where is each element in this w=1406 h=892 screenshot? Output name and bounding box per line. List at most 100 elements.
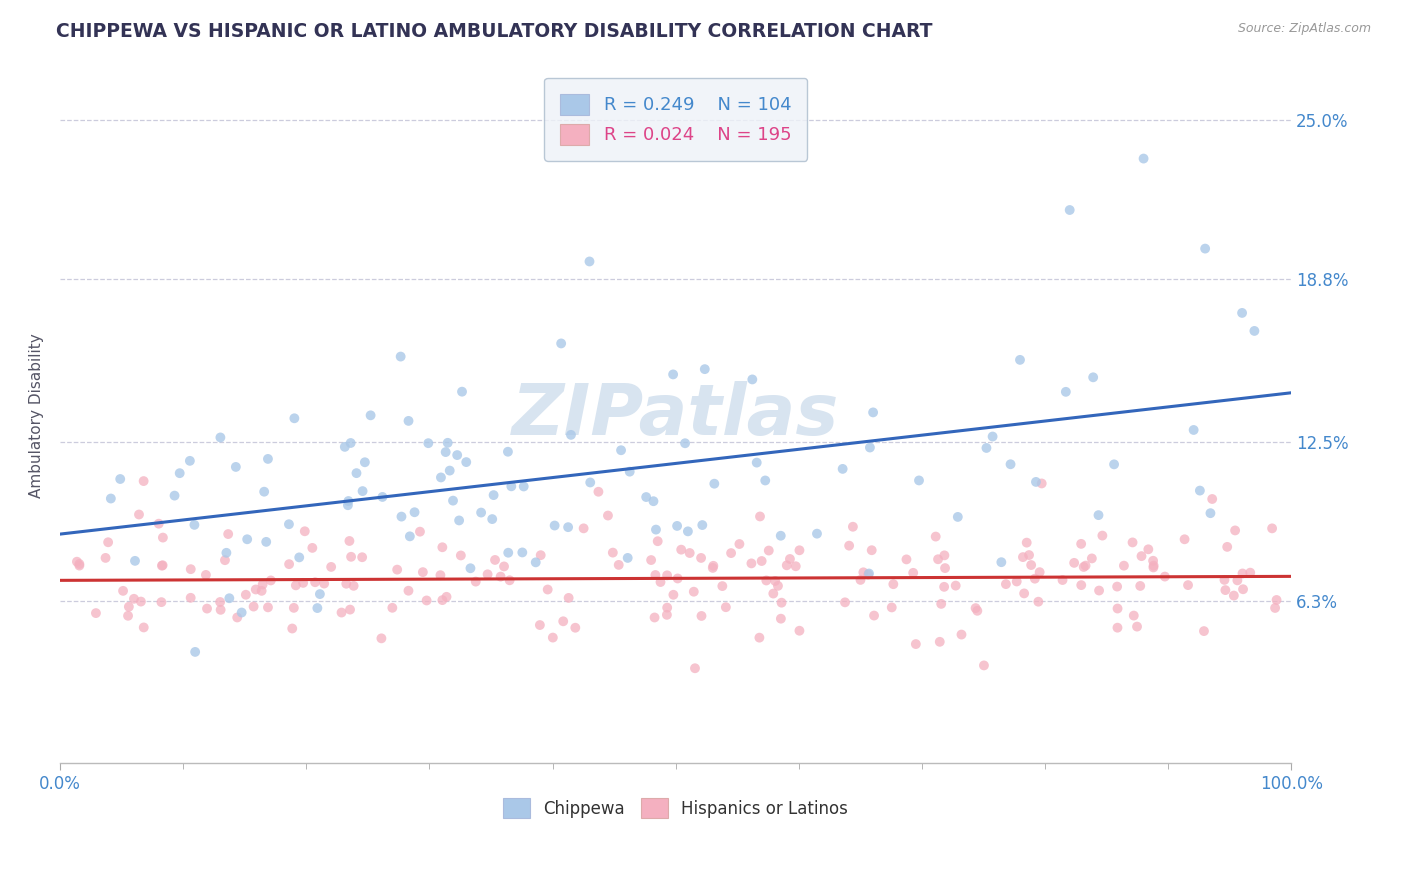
Point: [647, 534, 669, 549]
Point: [1199, 506, 1222, 520]
Point: [529, 618, 551, 632]
Point: [1265, 593, 1288, 607]
Point: [1112, 558, 1135, 573]
Point: [301, 541, 323, 555]
Point: [278, 557, 301, 571]
Point: [66, 555, 89, 569]
Point: [432, 541, 454, 555]
Point: [643, 494, 665, 508]
Point: [94, 550, 117, 565]
Point: [616, 550, 638, 565]
Point: [352, 484, 374, 499]
Point: [163, 489, 186, 503]
Point: [150, 595, 173, 609]
Point: [335, 576, 357, 591]
Point: [711, 579, 734, 593]
Point: [150, 558, 173, 573]
Point: [720, 546, 742, 560]
Point: [1054, 384, 1077, 399]
Point: [97, 535, 120, 549]
Point: [482, 488, 505, 502]
Point: [950, 627, 973, 641]
Point: [512, 479, 534, 493]
Point: [728, 537, 751, 551]
Point: [409, 524, 432, 539]
Point: [180, 591, 202, 605]
Point: [184, 645, 207, 659]
Point: [481, 512, 503, 526]
Point: [1008, 352, 1031, 367]
Point: [128, 508, 150, 522]
Point: [650, 575, 672, 590]
Point: [257, 451, 280, 466]
Point: [557, 520, 579, 534]
Point: [218, 591, 240, 606]
Point: [762, 586, 785, 600]
Point: [766, 579, 789, 593]
Point: [607, 558, 630, 572]
Point: [1194, 242, 1216, 256]
Point: [129, 594, 152, 608]
Point: [673, 436, 696, 450]
Point: [470, 506, 492, 520]
Point: [749, 509, 772, 524]
Point: [1174, 533, 1197, 547]
Point: [541, 631, 564, 645]
Point: [1091, 528, 1114, 542]
Point: [510, 545, 533, 559]
Point: [751, 554, 773, 568]
Point: [572, 521, 595, 535]
Point: [1230, 306, 1253, 320]
Point: [530, 548, 553, 562]
Point: [1059, 202, 1081, 217]
Point: [498, 574, 520, 588]
Point: [1052, 573, 1074, 587]
Point: [1223, 589, 1246, 603]
Point: [1213, 573, 1236, 587]
Point: [242, 599, 264, 614]
Point: [1063, 556, 1085, 570]
Point: [1239, 566, 1261, 580]
Point: [1107, 580, 1129, 594]
Point: [1201, 491, 1223, 506]
Point: [560, 428, 582, 442]
Point: [596, 508, 619, 523]
Point: [389, 350, 412, 364]
Point: [67, 558, 90, 573]
Point: [946, 510, 969, 524]
Point: [352, 550, 374, 565]
Point: [292, 575, 315, 590]
Point: [1182, 423, 1205, 437]
Point: [496, 546, 519, 560]
Point: [602, 546, 624, 560]
Point: [1028, 565, 1050, 579]
Text: CHIPPEWA VS HISPANIC OR LATINO AMBULATORY DISABILITY CORRELATION CHART: CHIPPEWA VS HISPANIC OR LATINO AMBULATOR…: [56, 22, 932, 41]
Point: [100, 491, 122, 506]
Text: Source: ZipAtlas.com: Source: ZipAtlas.com: [1237, 22, 1371, 36]
Point: [283, 600, 305, 615]
Point: [934, 580, 956, 594]
Point: [669, 542, 692, 557]
Point: [1015, 535, 1038, 549]
Point: [1223, 524, 1246, 538]
Point: [908, 474, 931, 488]
Point: [1070, 537, 1092, 551]
Point: [432, 593, 454, 607]
Point: [283, 411, 305, 425]
Point: [1137, 542, 1160, 557]
Point: [655, 607, 678, 622]
Point: [702, 558, 724, 573]
Point: [945, 579, 967, 593]
Point: [217, 527, 239, 541]
Point: [117, 608, 139, 623]
Point: [860, 543, 883, 558]
Point: [1215, 583, 1237, 598]
Point: [1028, 595, 1050, 609]
Point: [226, 610, 249, 624]
Point: [169, 466, 191, 480]
Point: [1073, 560, 1095, 574]
Point: [1132, 152, 1154, 166]
Point: [755, 574, 778, 588]
Point: [231, 606, 253, 620]
Point: [183, 517, 205, 532]
